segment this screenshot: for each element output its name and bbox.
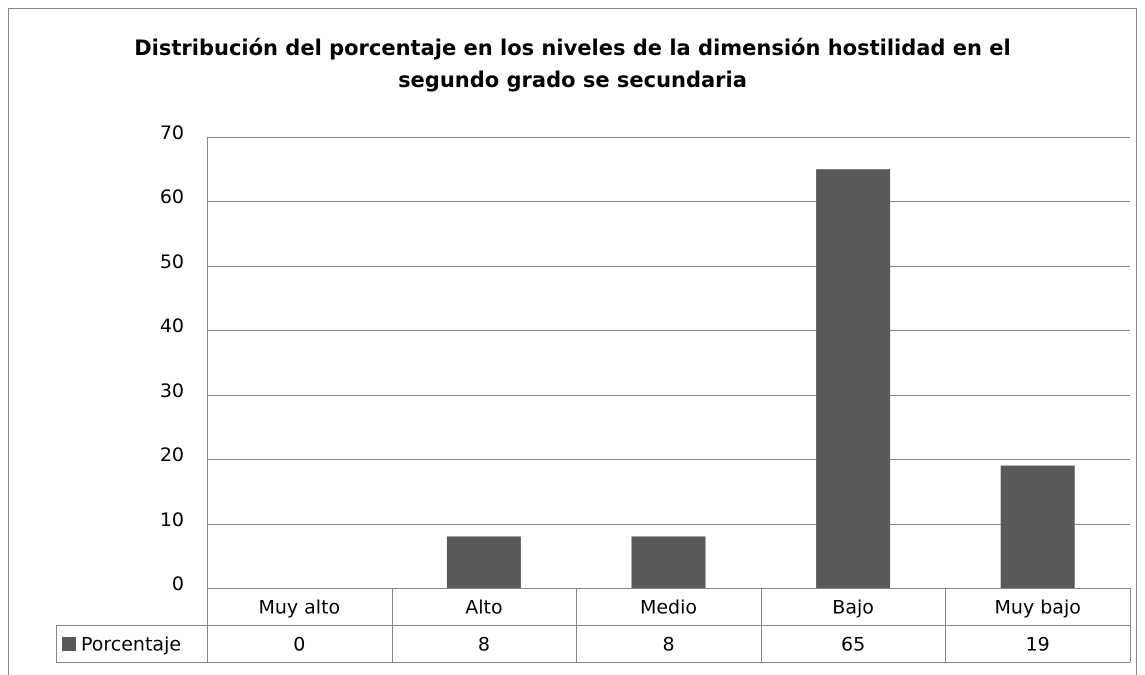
bar [631, 536, 706, 588]
y-tick-label: 30 [160, 380, 184, 402]
y-tick-label: 70 [160, 122, 184, 144]
y-tick-label: 20 [160, 444, 184, 466]
y-tick-label: 60 [160, 186, 184, 208]
y-tick-label: 10 [160, 509, 184, 531]
x-tick-label: Alto [465, 596, 502, 618]
data-label: 8 [478, 634, 490, 656]
y-tick-label: 0 [172, 573, 184, 595]
data-label: 19 [1026, 634, 1050, 656]
x-tick-label: Medio [640, 596, 697, 618]
y-tick-label: 40 [160, 315, 184, 337]
x-tick-label: Muy bajo [995, 596, 1081, 618]
bar [446, 536, 521, 588]
data-label: 8 [662, 634, 674, 656]
data-label: 0 [293, 634, 305, 656]
chart-border [8, 8, 1137, 675]
bar [1000, 465, 1075, 588]
y-tick-label: 50 [160, 251, 184, 273]
chart-title: Distribución del porcentaje en los nivel… [134, 36, 1011, 92]
data-label: 65 [841, 634, 865, 656]
x-tick-label: Bajo [832, 596, 874, 618]
legend-swatch [62, 637, 76, 651]
legend-label: Porcentaje [81, 634, 181, 656]
x-tick-label: Muy alto [258, 596, 340, 618]
bar [816, 169, 891, 588]
